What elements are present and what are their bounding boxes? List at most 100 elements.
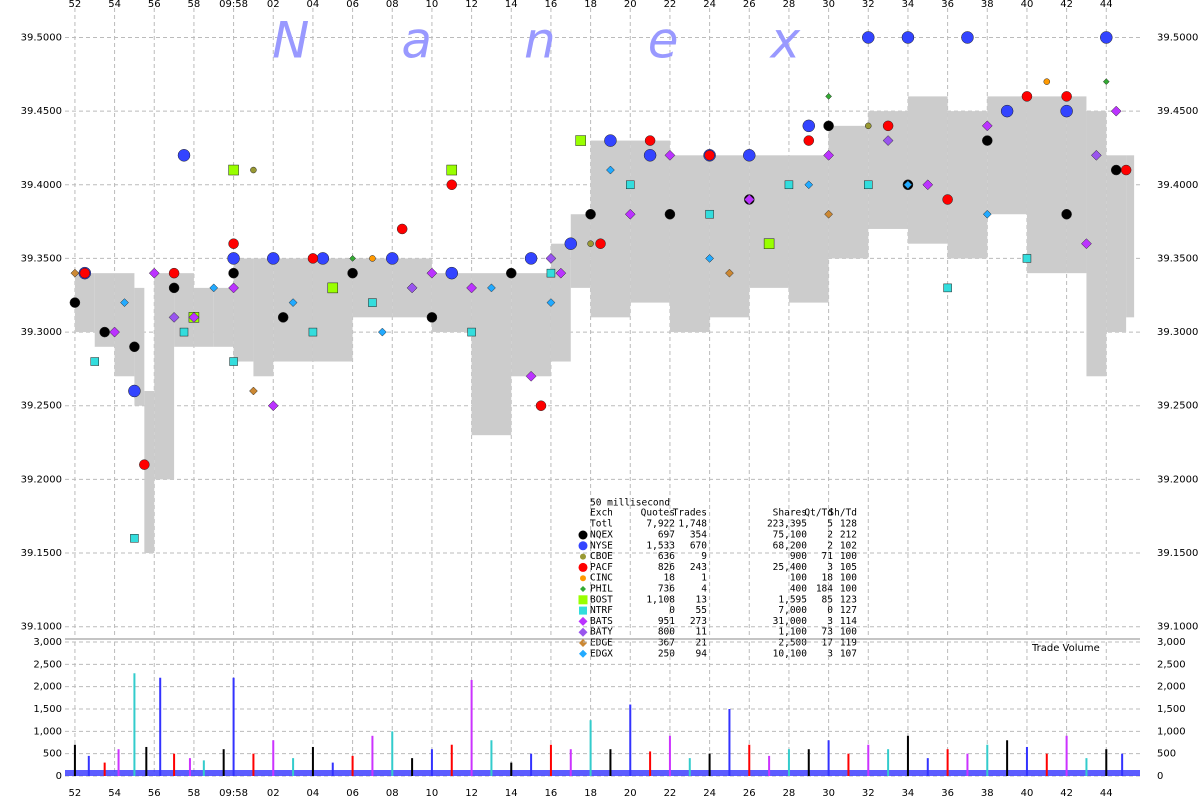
quote-marker [1110, 105, 1122, 117]
volume-bar [649, 751, 652, 776]
quote-marker [446, 164, 458, 176]
spread-bar [630, 140, 670, 303]
x-tick-label: 04 [307, 788, 320, 799]
x-tick-label: 10 [426, 788, 439, 799]
x-tick-label: 38 [981, 0, 994, 10]
x-tick-label: 08 [386, 788, 399, 799]
quote-marker [803, 135, 815, 146]
quote-marker [109, 326, 120, 338]
quote-marker [564, 237, 578, 250]
table-cell: 1,108 [646, 594, 675, 605]
volume-bar [232, 677, 235, 776]
y-tick-label-right: 39.3000 [1157, 327, 1198, 338]
y-tick-label: 2,500 [33, 659, 62, 670]
table-cell: 826 [658, 562, 675, 573]
quote-marker [445, 266, 459, 280]
y-tick-label: 0 [56, 771, 62, 782]
quote-marker [555, 267, 567, 279]
volume-bar [986, 744, 989, 776]
spread-bar [144, 390, 155, 554]
volume-bar [73, 744, 76, 776]
spread-bar [669, 155, 710, 333]
quote-marker [369, 255, 376, 262]
y-tick-label: 1,000 [33, 726, 62, 737]
quote-marker [784, 180, 794, 190]
volume-bar [708, 753, 711, 776]
volume-bar [589, 720, 592, 776]
quote-marker [575, 135, 586, 146]
quote-marker [981, 120, 993, 132]
y-tick-label-right: 39.2000 [1157, 474, 1198, 485]
y-tick-label-right: 39.1500 [1157, 548, 1198, 559]
legend-marker [578, 530, 588, 540]
x-tick-label: 34 [902, 788, 915, 799]
x-tick-label: 22 [664, 788, 677, 799]
quote-marker [823, 120, 834, 132]
table-cell: 100 [790, 573, 807, 584]
table-cell: 102 [840, 540, 857, 551]
table-cell: 636 [658, 551, 675, 562]
volume-bar [728, 709, 731, 776]
y-tick-label-right: 2,500 [1157, 659, 1186, 670]
x-tick-label: 18 [584, 788, 597, 799]
spread-bar [947, 111, 988, 259]
table-cell: 3 [827, 648, 833, 659]
legend-label: BATY [590, 627, 613, 638]
volume-bar [331, 762, 334, 776]
spread-bar [749, 155, 789, 288]
legend-marker [578, 595, 588, 605]
spread-bar [828, 125, 869, 259]
quote-marker [487, 283, 496, 293]
x-tick-label: 42 [1060, 0, 1073, 10]
quote-marker [79, 267, 91, 279]
volume-bar [87, 755, 90, 776]
table-cell: 223,395 [767, 519, 807, 530]
quote-marker [227, 252, 240, 265]
x-tick-label: 32 [862, 788, 875, 799]
x-tick-label: 16 [545, 788, 558, 799]
quote-marker [70, 268, 80, 278]
quote-marker [624, 208, 636, 220]
spread-bar [1066, 96, 1087, 274]
quote-marker [377, 327, 387, 337]
y-tick-label: 3,000 [33, 637, 62, 648]
quote-marker [308, 327, 318, 337]
quote-marker [90, 357, 100, 366]
quote-marker [901, 31, 915, 44]
x-tick-label: 16 [545, 0, 558, 10]
table-cell: 119 [840, 638, 857, 649]
quote-marker [396, 223, 408, 235]
quote-marker [545, 253, 557, 264]
spread-bar [1026, 96, 1067, 274]
quote-marker [961, 31, 974, 44]
y-tick-label: 39.1500 [21, 548, 62, 559]
volume-bar [1006, 740, 1009, 776]
quote-marker [1102, 78, 1110, 86]
volume-bar [966, 753, 969, 776]
spread-bar [709, 155, 750, 318]
quote-marker [179, 327, 189, 337]
legend-label: NQEX [590, 530, 613, 541]
quote-marker [664, 149, 676, 161]
volume-bar [145, 746, 148, 776]
quote-marker [903, 180, 913, 190]
quote-marker [922, 179, 934, 191]
volume-bar [787, 749, 790, 776]
x-tick-label: 58 [188, 788, 201, 799]
spread-bar [174, 273, 194, 347]
quote-marker [743, 149, 756, 162]
table-cell: 1,533 [646, 540, 675, 551]
spread-bar [233, 258, 254, 362]
volume-bar [1121, 753, 1124, 776]
x-tick-label: 06 [346, 0, 359, 10]
annotation: Trade Volume [1031, 643, 1100, 654]
table-cell: 68,200 [773, 540, 808, 551]
table-cell: 25,400 [773, 562, 808, 573]
volume-bar [470, 679, 473, 776]
x-tick-label: 52 [69, 788, 82, 799]
x-tick-label: 28 [783, 788, 796, 799]
legend-marker [580, 586, 586, 592]
quote-marker [168, 282, 180, 294]
quote-marker [228, 282, 239, 294]
